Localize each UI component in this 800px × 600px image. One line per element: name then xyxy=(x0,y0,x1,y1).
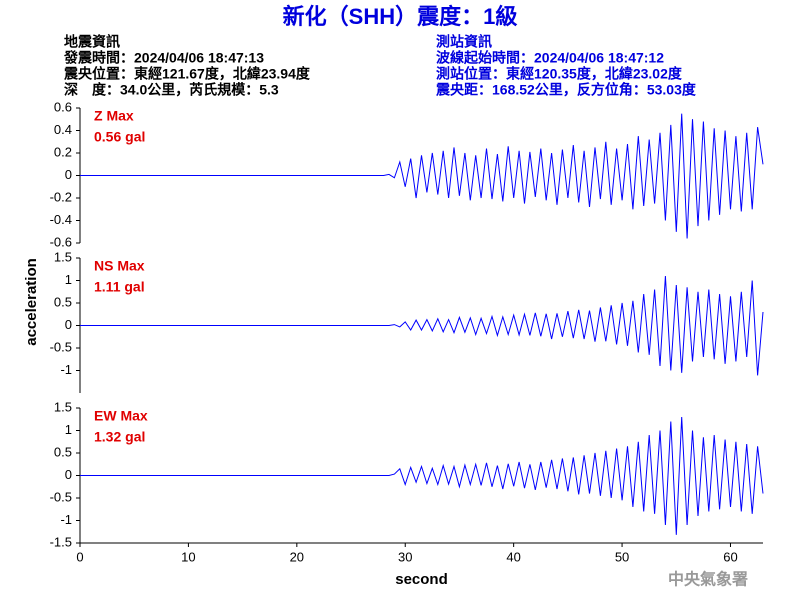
y-tick-label: 0 xyxy=(65,167,72,182)
y-tick-label: -0.2 xyxy=(50,189,72,204)
y-tick-label: 0.5 xyxy=(54,444,72,459)
y-tick-label: -0.5 xyxy=(50,489,72,504)
x-tick-label: 50 xyxy=(615,549,629,564)
x-tick-label: 30 xyxy=(398,549,412,564)
footer: 中央氣象署 xyxy=(668,570,748,589)
x-tick-label: 0 xyxy=(76,549,83,564)
info-left: 地震資訊 xyxy=(64,34,120,50)
info-right: 測站位置：東經120.35度，北緯23.02度 xyxy=(436,66,683,82)
y-tick-label: 0.2 xyxy=(54,144,72,159)
y-tick-label: -0.4 xyxy=(50,212,72,227)
y-tick-label: -1 xyxy=(60,362,72,377)
annotation: Z Max xyxy=(94,108,134,124)
waveform xyxy=(80,113,764,239)
x-tick-label: 40 xyxy=(506,549,520,564)
annotation: EW Max xyxy=(94,408,148,424)
annotation: NS Max xyxy=(94,258,145,274)
info-left: 震央位置：東經121.67度，北緯23.94度 xyxy=(63,66,311,82)
info-left: 深 度：34.0公里，芮氏規模：5.3 xyxy=(64,82,279,98)
y-tick-label: -1.5 xyxy=(50,534,72,549)
y-axis-label: acceleration xyxy=(23,258,40,346)
y-tick-label: 1.5 xyxy=(54,249,72,264)
info-right: 測站資訊 xyxy=(436,34,492,50)
y-tick-label: 0 xyxy=(65,467,72,482)
y-tick-label: 0.5 xyxy=(54,294,72,309)
max-label: 1.11 gal xyxy=(94,279,145,295)
x-tick-label: 10 xyxy=(181,549,195,564)
y-tick-label: 1 xyxy=(65,422,72,437)
y-tick-label: -1 xyxy=(60,512,72,527)
max-label: 0.56 gal xyxy=(94,129,145,145)
y-tick-label: 0 xyxy=(65,317,72,332)
waveform xyxy=(80,275,764,376)
info-left: 發震時間：2024/04/06 18:47:13 xyxy=(63,50,264,66)
x-axis-label: second xyxy=(395,571,448,588)
y-tick-label: 1.5 xyxy=(54,399,72,414)
max-label: 1.32 gal xyxy=(94,429,145,445)
info-right: 震央距：168.52公里，反方位角：53.03度 xyxy=(435,82,697,98)
y-tick-label: -0.6 xyxy=(50,234,72,249)
y-tick-label: 0.4 xyxy=(54,122,72,137)
x-tick-label: 20 xyxy=(290,549,304,564)
y-tick-label: -0.5 xyxy=(50,339,72,354)
x-tick-label: 60 xyxy=(723,549,737,564)
info-right: 波線起始時間：2024/04/06 18:47:12 xyxy=(436,50,664,66)
y-tick-label: 0.6 xyxy=(54,99,72,114)
title: 新化（SHH）震度：1級 xyxy=(283,4,518,29)
y-tick-label: 1 xyxy=(65,272,72,287)
waveform xyxy=(80,416,764,535)
